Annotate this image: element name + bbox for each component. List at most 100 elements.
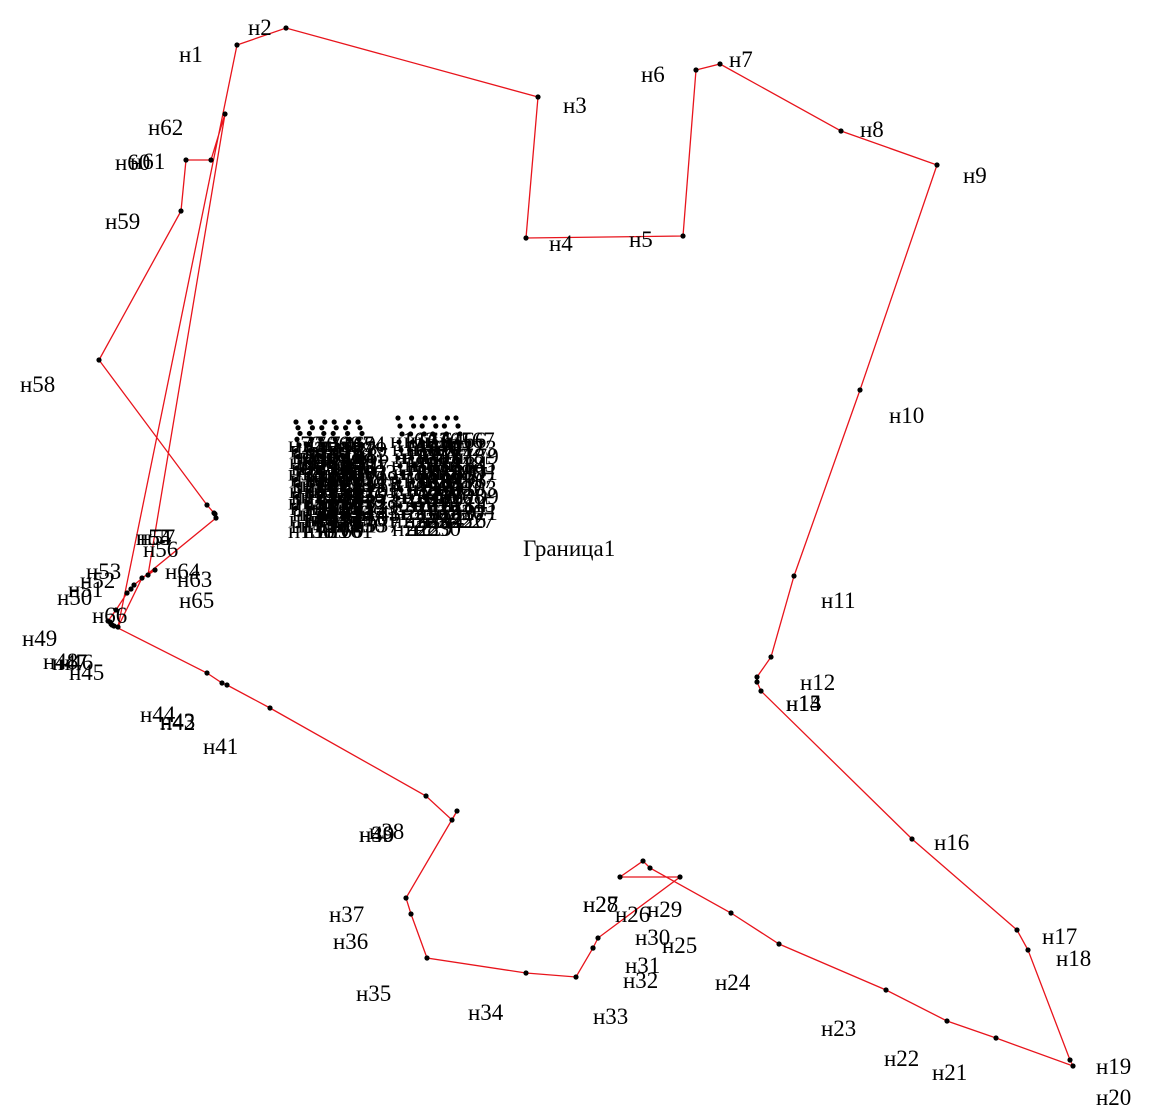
- boundary-point-marker: [178, 208, 184, 214]
- inner-point-marker: [293, 505, 299, 511]
- boundary-point-marker: [1067, 1057, 1073, 1063]
- inner-point-marker: [457, 431, 463, 437]
- boundary-point-marker: [717, 61, 723, 67]
- boundary-point-marker: [523, 235, 529, 241]
- boundary-point-marker: [423, 793, 429, 799]
- boundary-point-marker: [595, 935, 601, 941]
- boundary-point-marker: [128, 586, 134, 592]
- inner-point-marker: [344, 499, 350, 505]
- inner-point-marker: [430, 471, 436, 477]
- boundary-point-label: н58: [20, 372, 55, 397]
- inner-point-label: н150: [342, 507, 389, 532]
- boundary-point-label: н66: [92, 603, 127, 628]
- inner-point-marker: [395, 495, 401, 501]
- boundary-point-marker: [993, 1035, 999, 1041]
- inner-point-marker: [431, 455, 437, 461]
- boundary-point-marker: [183, 157, 189, 163]
- inner-point-label: н143: [325, 501, 372, 526]
- inner-point-marker: [422, 455, 428, 461]
- boundary-point-marker: [115, 624, 121, 630]
- inner-point-marker: [309, 425, 315, 431]
- inner-point-marker: [407, 487, 413, 493]
- inner-point-label: н225: [426, 508, 473, 533]
- inner-point-marker: [411, 503, 417, 509]
- boundary-point-marker: [208, 157, 214, 163]
- inner-point-marker: [345, 430, 351, 437]
- inner-point-marker: [321, 459, 327, 465]
- inner-point-label: н133: [350, 489, 397, 514]
- inner-point-marker: [411, 463, 417, 469]
- inner-point-marker: [453, 495, 459, 501]
- boundary-point-label: н19: [1096, 1054, 1131, 1079]
- boundary-point-label: н26: [615, 902, 650, 927]
- inner-point-label: н159: [302, 518, 349, 543]
- inner-point-marker: [345, 459, 351, 465]
- boundary-point-marker: [647, 865, 653, 871]
- inner-point-label: н217: [402, 500, 449, 525]
- inner-point-marker: [318, 436, 324, 442]
- boundary-point-label: н60: [115, 150, 150, 175]
- inner-point-label: н72: [288, 432, 323, 457]
- boundary-point-marker: [934, 162, 940, 168]
- boundary-point-label: н46: [58, 650, 93, 675]
- inner-point-marker: [396, 479, 402, 485]
- inner-point-marker: [411, 423, 417, 429]
- boundary-point-marker: [944, 1018, 950, 1024]
- inner-point-marker: [421, 431, 427, 437]
- inner-point-marker: [355, 419, 361, 425]
- inner-point-label: н93: [300, 455, 335, 480]
- inner-point-marker: [432, 479, 438, 485]
- inner-point-marker: [330, 488, 336, 494]
- boundary-point-marker: [224, 682, 230, 688]
- boundary-point-label: н40: [359, 822, 394, 847]
- boundary-point-label: н54: [136, 525, 172, 550]
- inner-point-marker: [343, 425, 349, 431]
- inner-point-marker: [399, 471, 405, 477]
- boundary-point-label: н16: [934, 830, 969, 855]
- boundary-point-marker: [909, 836, 915, 842]
- boundary-point-label: н17: [1042, 924, 1077, 949]
- inner-point-label: н223: [404, 508, 451, 533]
- boundary-point-label: н1: [179, 42, 203, 67]
- inner-point-marker: [307, 476, 313, 482]
- inner-point-label: н140: [292, 501, 339, 526]
- boundary-point-label: н44: [140, 702, 176, 727]
- inner-point-marker: [410, 439, 416, 445]
- inner-point-marker: [306, 488, 312, 494]
- inner-point-marker: [455, 423, 461, 429]
- boundary-point-label: н42: [160, 710, 195, 735]
- inner-point-marker: [309, 453, 315, 459]
- inner-point-marker: [433, 463, 439, 469]
- boundary-point-label: н62: [148, 115, 183, 140]
- inner-point-marker: [420, 487, 426, 493]
- inner-point-marker: [318, 493, 324, 500]
- inner-point-marker: [331, 505, 337, 511]
- boundary-point-label: н3: [563, 93, 587, 118]
- inner-point-label: н96: [339, 455, 374, 480]
- boundary-point-label: н24: [715, 970, 751, 995]
- inner-point-marker: [294, 436, 300, 442]
- boundary-point-marker: [590, 945, 596, 951]
- inner-point-marker: [296, 499, 302, 505]
- inner-point-marker: [396, 439, 402, 445]
- boundary-point-marker: [838, 128, 844, 134]
- inner-point-marker: [344, 442, 350, 448]
- inner-point-marker: [318, 465, 324, 471]
- inner-point-label: н142: [316, 501, 363, 526]
- boundary-point-label: н8: [860, 117, 884, 142]
- inner-point-label: н229: [406, 516, 453, 541]
- inner-point-marker: [357, 425, 363, 431]
- inner-point-label: н219: [429, 500, 476, 525]
- boundary-point-marker: [403, 895, 409, 901]
- boundary-point-marker: [677, 874, 683, 880]
- inner-point-marker: [441, 423, 447, 429]
- boundary-point-marker: [213, 515, 219, 521]
- inner-point-label: н147: [303, 507, 350, 532]
- inner-point-label: н154: [315, 512, 362, 537]
- inner-point-marker: [305, 499, 311, 505]
- boundary-point-marker: [883, 987, 889, 993]
- inner-point-label: н144: [340, 501, 387, 526]
- inner-point-marker: [296, 442, 302, 448]
- inner-point-label: н68: [326, 432, 361, 457]
